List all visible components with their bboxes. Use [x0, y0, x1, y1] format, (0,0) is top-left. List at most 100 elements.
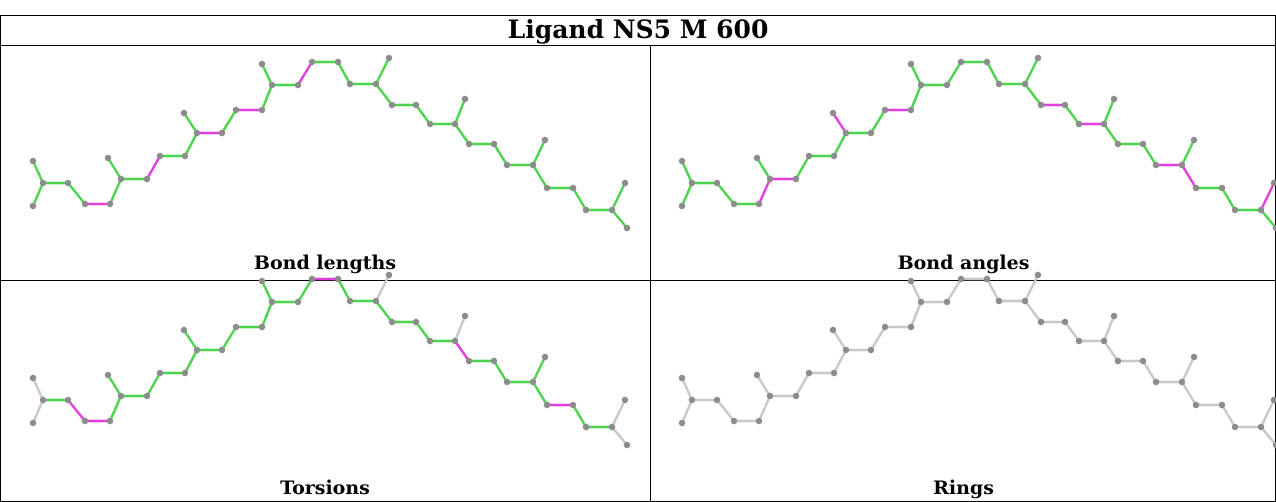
bond	[31, 181, 45, 208]
atom	[294, 298, 302, 306]
atom	[181, 369, 189, 377]
atom	[1075, 337, 1083, 345]
atom	[426, 337, 434, 345]
atom	[766, 392, 774, 400]
bond	[909, 300, 923, 329]
atom	[1152, 378, 1160, 386]
atom	[678, 374, 686, 382]
atom	[143, 392, 151, 400]
bond	[145, 371, 162, 398]
atom	[541, 353, 549, 361]
atom	[1037, 101, 1045, 109]
atom	[29, 419, 37, 427]
atom	[1114, 140, 1122, 148]
atom	[907, 277, 915, 285]
atom	[385, 54, 393, 62]
atom	[569, 184, 577, 192]
bond	[832, 348, 848, 375]
bond	[1102, 122, 1120, 146]
atom	[730, 417, 738, 425]
atom	[106, 200, 114, 208]
bond	[531, 138, 547, 167]
atom	[412, 101, 420, 109]
atom	[258, 323, 266, 331]
atom	[218, 129, 226, 137]
atom	[385, 271, 393, 279]
panel-label-bond-angles: Bond angles	[897, 252, 1030, 274]
bond	[492, 142, 509, 167]
atom	[805, 369, 813, 377]
atom	[180, 109, 188, 117]
bond	[336, 277, 352, 303]
atom	[64, 179, 72, 187]
bond	[453, 314, 467, 343]
atom	[792, 175, 800, 183]
bond	[1102, 314, 1116, 343]
molecule-bond-angles	[678, 54, 1276, 232]
atom	[1231, 423, 1239, 431]
atom	[755, 417, 763, 425]
atom	[1061, 101, 1069, 109]
bond	[1023, 82, 1043, 107]
bond	[1180, 355, 1196, 384]
bond	[414, 103, 432, 126]
bond	[610, 181, 627, 212]
atom	[490, 357, 498, 365]
atom	[829, 326, 837, 334]
atom	[830, 152, 838, 160]
atom	[1192, 401, 1200, 409]
atom	[308, 275, 316, 283]
atom	[957, 275, 965, 283]
bond	[374, 56, 391, 86]
bond	[831, 111, 848, 135]
bond	[414, 320, 432, 343]
bond	[1102, 97, 1116, 126]
atom	[753, 154, 761, 162]
panel-label-bond-lengths: Bond lengths	[253, 252, 397, 274]
atom	[104, 371, 112, 379]
atom	[753, 371, 761, 379]
bond	[680, 376, 694, 402]
bond	[757, 394, 772, 423]
atom	[218, 346, 226, 354]
atom	[582, 423, 590, 431]
bond	[1220, 186, 1237, 212]
atom	[541, 136, 549, 144]
atom	[180, 326, 188, 334]
bond	[945, 277, 963, 304]
atom	[1061, 318, 1069, 326]
atom	[39, 396, 47, 404]
bond	[260, 300, 274, 329]
atom	[678, 202, 686, 210]
atom	[829, 109, 837, 117]
atom	[1110, 312, 1118, 320]
atom	[490, 140, 498, 148]
bond	[531, 380, 549, 407]
atom	[529, 161, 537, 169]
atom	[1075, 120, 1083, 128]
atom	[372, 80, 380, 88]
atom	[193, 129, 201, 137]
atom	[1257, 206, 1265, 214]
atom	[867, 129, 875, 137]
atom	[1034, 54, 1042, 62]
bond	[610, 208, 629, 230]
bond	[985, 60, 1001, 86]
atom	[1270, 396, 1276, 404]
bond	[1023, 299, 1043, 324]
atom	[451, 337, 459, 345]
bond	[1180, 138, 1196, 167]
atom	[1190, 136, 1198, 144]
bond	[183, 131, 199, 158]
atom	[308, 58, 316, 66]
atom	[1021, 297, 1029, 305]
atom	[1100, 120, 1108, 128]
bond	[869, 108, 887, 135]
atom	[755, 200, 763, 208]
atom	[104, 154, 112, 162]
bond	[336, 60, 352, 86]
atom	[117, 392, 125, 400]
atom	[907, 106, 915, 114]
bond	[755, 156, 772, 181]
